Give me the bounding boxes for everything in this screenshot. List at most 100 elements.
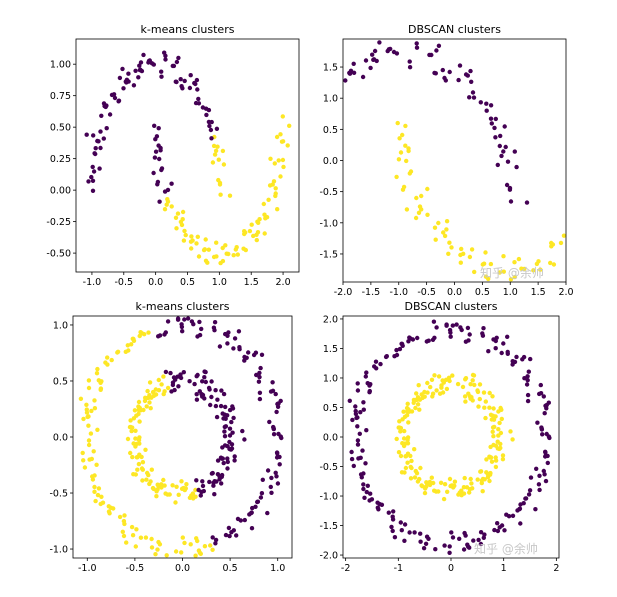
point-cluster-1 [442, 233, 448, 239]
point-cluster-1 [136, 461, 142, 467]
point-cluster-0 [222, 434, 228, 439]
point-cluster-1 [88, 431, 94, 436]
point-cluster-1 [262, 231, 267, 236]
point-cluster-0 [151, 170, 156, 176]
point-cluster-0 [505, 349, 510, 355]
point-cluster-1 [173, 549, 179, 554]
point-cluster-1 [467, 394, 473, 399]
point-cluster-1 [422, 389, 427, 395]
point-cluster-0 [488, 103, 494, 108]
point-cluster-0 [199, 326, 204, 332]
point-cluster-0 [528, 356, 533, 362]
point-cluster-0 [525, 378, 530, 383]
x-tick-label: 0.5 [223, 563, 238, 574]
point-cluster-1 [420, 484, 425, 489]
point-cluster-0 [535, 420, 540, 425]
point-cluster-0 [462, 530, 467, 536]
point-cluster-0 [237, 345, 242, 350]
point-cluster-1 [441, 496, 447, 502]
x-tick-label: -2.0 [334, 287, 353, 298]
point-cluster-0 [375, 500, 380, 505]
point-cluster-1 [198, 551, 203, 556]
point-cluster-1 [242, 229, 247, 234]
point-cluster-0 [447, 69, 452, 75]
point-cluster-1 [135, 467, 140, 472]
point-cluster-0 [523, 496, 529, 501]
point-cluster-1 [210, 160, 216, 165]
point-cluster-0 [430, 337, 436, 342]
point-cluster-1 [510, 437, 515, 442]
point-cluster-0 [372, 48, 378, 54]
point-cluster-0 [199, 489, 204, 495]
point-cluster-0 [225, 459, 230, 465]
point-cluster-1 [275, 207, 280, 212]
point-cluster-0 [412, 530, 417, 535]
point-cluster-1 [470, 378, 475, 383]
point-cluster-0 [213, 403, 219, 409]
point-cluster-1 [169, 204, 174, 209]
point-cluster-0 [275, 404, 281, 409]
y-tick-label: -0.5 [319, 187, 338, 198]
point-cluster-1 [92, 489, 97, 494]
point-cluster-0 [204, 112, 209, 118]
point-cluster-0 [493, 346, 498, 351]
point-cluster-1 [549, 240, 554, 246]
point-cluster-1 [455, 381, 461, 387]
point-cluster-1 [195, 234, 200, 239]
point-cluster-1 [86, 378, 92, 383]
point-cluster-1 [415, 395, 421, 400]
point-cluster-1 [231, 253, 236, 258]
point-cluster-0 [544, 406, 549, 411]
point-cluster-0 [170, 63, 175, 69]
point-cluster-0 [178, 372, 183, 377]
point-cluster-0 [178, 77, 183, 82]
point-cluster-0 [176, 55, 181, 61]
point-cluster-0 [486, 349, 491, 354]
point-cluster-1 [401, 436, 407, 441]
x-tick-label: 0.0 [148, 277, 163, 288]
point-cluster-0 [390, 528, 395, 534]
x-tick-label: 0.5 [475, 287, 490, 298]
point-cluster-0 [356, 456, 361, 461]
point-cluster-0 [363, 461, 368, 466]
x-tick-label: 0.0 [175, 563, 190, 574]
point-cluster-0 [349, 456, 355, 462]
y-tick-label: 1.5 [323, 344, 338, 355]
point-cluster-1 [182, 540, 187, 546]
point-cluster-1 [561, 233, 567, 238]
point-cluster-1 [170, 483, 175, 488]
point-cluster-0 [536, 482, 542, 487]
point-cluster-0 [227, 439, 232, 445]
point-cluster-0 [126, 71, 131, 76]
point-cluster-0 [192, 381, 197, 387]
point-cluster-0 [433, 547, 438, 552]
point-cluster-0 [194, 478, 199, 483]
point-cluster-1 [121, 533, 127, 539]
point-cluster-1 [181, 238, 187, 243]
point-cluster-0 [162, 332, 167, 337]
point-cluster-0 [133, 68, 138, 74]
x-tick-label: 2.0 [276, 277, 291, 288]
point-cluster-0 [229, 419, 234, 425]
point-cluster-0 [534, 466, 539, 471]
point-cluster-0 [463, 339, 469, 344]
point-cluster-0 [457, 536, 462, 541]
point-cluster-1 [444, 386, 450, 392]
point-cluster-0 [427, 52, 432, 58]
point-cluster-0 [259, 352, 265, 357]
point-cluster-0 [348, 68, 354, 74]
point-cluster-0 [525, 398, 531, 404]
point-cluster-0 [196, 101, 202, 106]
point-cluster-0 [358, 410, 363, 415]
point-cluster-0 [376, 507, 381, 512]
point-cluster-0 [257, 374, 262, 380]
point-cluster-0 [499, 350, 504, 356]
point-cluster-0 [361, 486, 366, 492]
point-cluster-0 [357, 431, 362, 436]
point-cluster-0 [225, 456, 230, 461]
x-tick-label: 2 [553, 563, 559, 574]
point-cluster-0 [391, 49, 397, 55]
point-cluster-1 [125, 436, 131, 442]
point-cluster-0 [489, 121, 494, 126]
y-tick-label: -1.5 [319, 521, 338, 532]
